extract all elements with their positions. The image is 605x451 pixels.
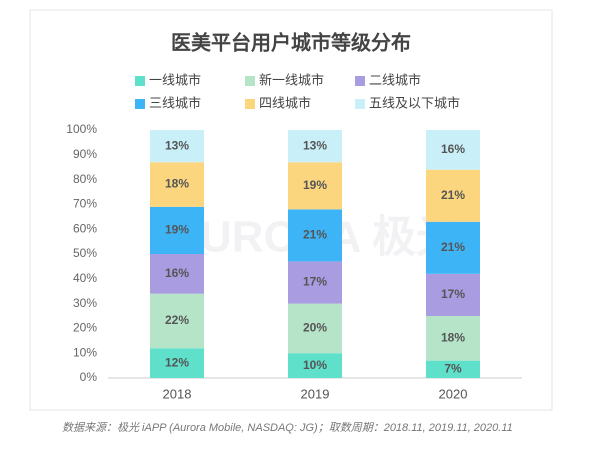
legend-swatch [135,99,145,109]
bar-segment [288,261,342,304]
bar-segment [426,169,480,222]
bar-segment [288,303,342,354]
bar-segment [150,348,204,378]
value-label: 22% [165,313,189,327]
y-tick-label: 100% [66,122,97,136]
value-label: 19% [165,223,189,237]
source-note: 数据来源：极光 iAPP (Aurora Mobile, NASDAQ: JG)… [62,421,513,434]
bar-segment [150,254,204,294]
y-tick-label: 90% [73,147,97,161]
legend-label: 四线城市 [259,95,311,110]
value-label: 17% [303,275,327,289]
bar-segment [288,162,342,210]
legend-label: 三线城市 [149,95,201,110]
legend-label: 一线城市 [149,72,201,87]
legend-swatch [355,76,365,86]
y-tick-label: 50% [73,246,97,260]
x-tick-label: 2020 [439,386,468,401]
bar-segment [150,130,204,163]
bar-segment [288,209,342,262]
legend-label: 二线城市 [369,72,421,87]
value-label: 19% [303,178,327,192]
y-tick-label: 70% [73,197,97,211]
legend-label: 新一线城市 [259,72,324,87]
y-tick-label: 0% [80,370,98,384]
value-label: 12% [165,355,189,369]
bar-segment [150,293,204,349]
y-tick-label: 30% [73,296,97,310]
bar-segment [150,162,204,207]
y-tick-label: 80% [73,172,97,186]
bar-segment [426,221,480,274]
value-label: 17% [441,287,465,301]
value-label: 18% [441,330,465,344]
legend-label: 五线及以下城市 [369,95,460,110]
y-tick-label: 40% [73,271,97,285]
value-label: 20% [303,321,327,335]
bar-segment [288,353,342,378]
legend-swatch [135,76,145,86]
bar-segment [288,130,342,163]
y-tick-label: 10% [73,345,97,359]
chart-title: 医美平台用户城市等级分布 [171,30,411,54]
x-tick-label: 2018 [163,386,192,401]
legend-swatch [355,99,365,109]
value-label: 10% [303,358,327,372]
bar-segment [426,273,480,316]
y-tick-label: 20% [73,321,97,335]
x-tick-label: 2019 [301,386,330,401]
bar-segment [426,360,480,378]
value-label: 21% [441,240,465,254]
value-label: 7% [444,361,462,375]
value-label: 16% [441,142,465,156]
value-label: 16% [165,266,189,280]
value-label: 21% [441,188,465,202]
value-label: 13% [303,138,327,152]
value-label: 21% [303,228,327,242]
y-tick-label: 60% [73,221,97,235]
bar-segment [426,316,480,361]
legend-swatch [245,76,255,86]
bar-segment [426,130,480,170]
legend-swatch [245,99,255,109]
bar-segment [150,206,204,254]
value-label: 18% [165,177,189,191]
value-label: 13% [165,138,189,152]
